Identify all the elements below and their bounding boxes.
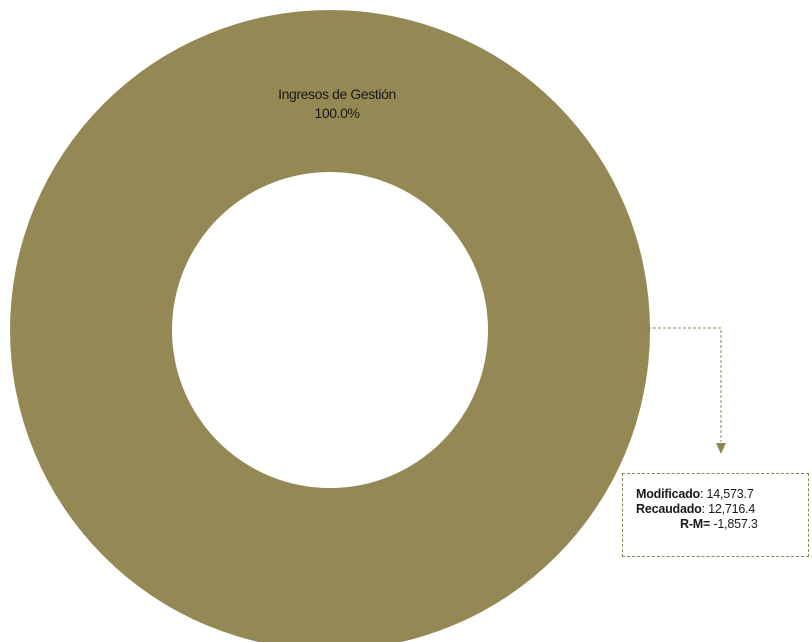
slice-percent-label: 100.0% — [314, 105, 359, 121]
callout-connector — [646, 326, 726, 454]
modificado-value: : 14,573.7 — [699, 487, 754, 501]
connector-start-dot — [646, 326, 650, 330]
callout-row-rm: R-M= -1,857.3 — [680, 517, 758, 531]
recaudado-label: Recaudado — [636, 502, 702, 516]
connector-line — [648, 327, 722, 442]
callout-box: Modificado: 14,573.7 Recaudado: 12,716.4… — [622, 473, 809, 557]
rm-label: R-M= — [680, 517, 711, 531]
rm-value: -1,857.3 — [710, 517, 758, 531]
recaudado-value: : 12,716.4 — [701, 502, 756, 516]
callout-row-modificado: Modificado: 14,573.7 — [636, 487, 754, 501]
callout-row-recaudado: Recaudado: 12,716.4 — [636, 502, 755, 516]
slices-group — [10, 10, 650, 642]
slice-label-ingresos-de-gestion: Ingresos de Gestión — [278, 86, 396, 102]
modificado-label: Modificado — [636, 487, 700, 501]
donut-slice-0 — [10, 10, 650, 642]
connector-arrowhead — [716, 443, 726, 454]
